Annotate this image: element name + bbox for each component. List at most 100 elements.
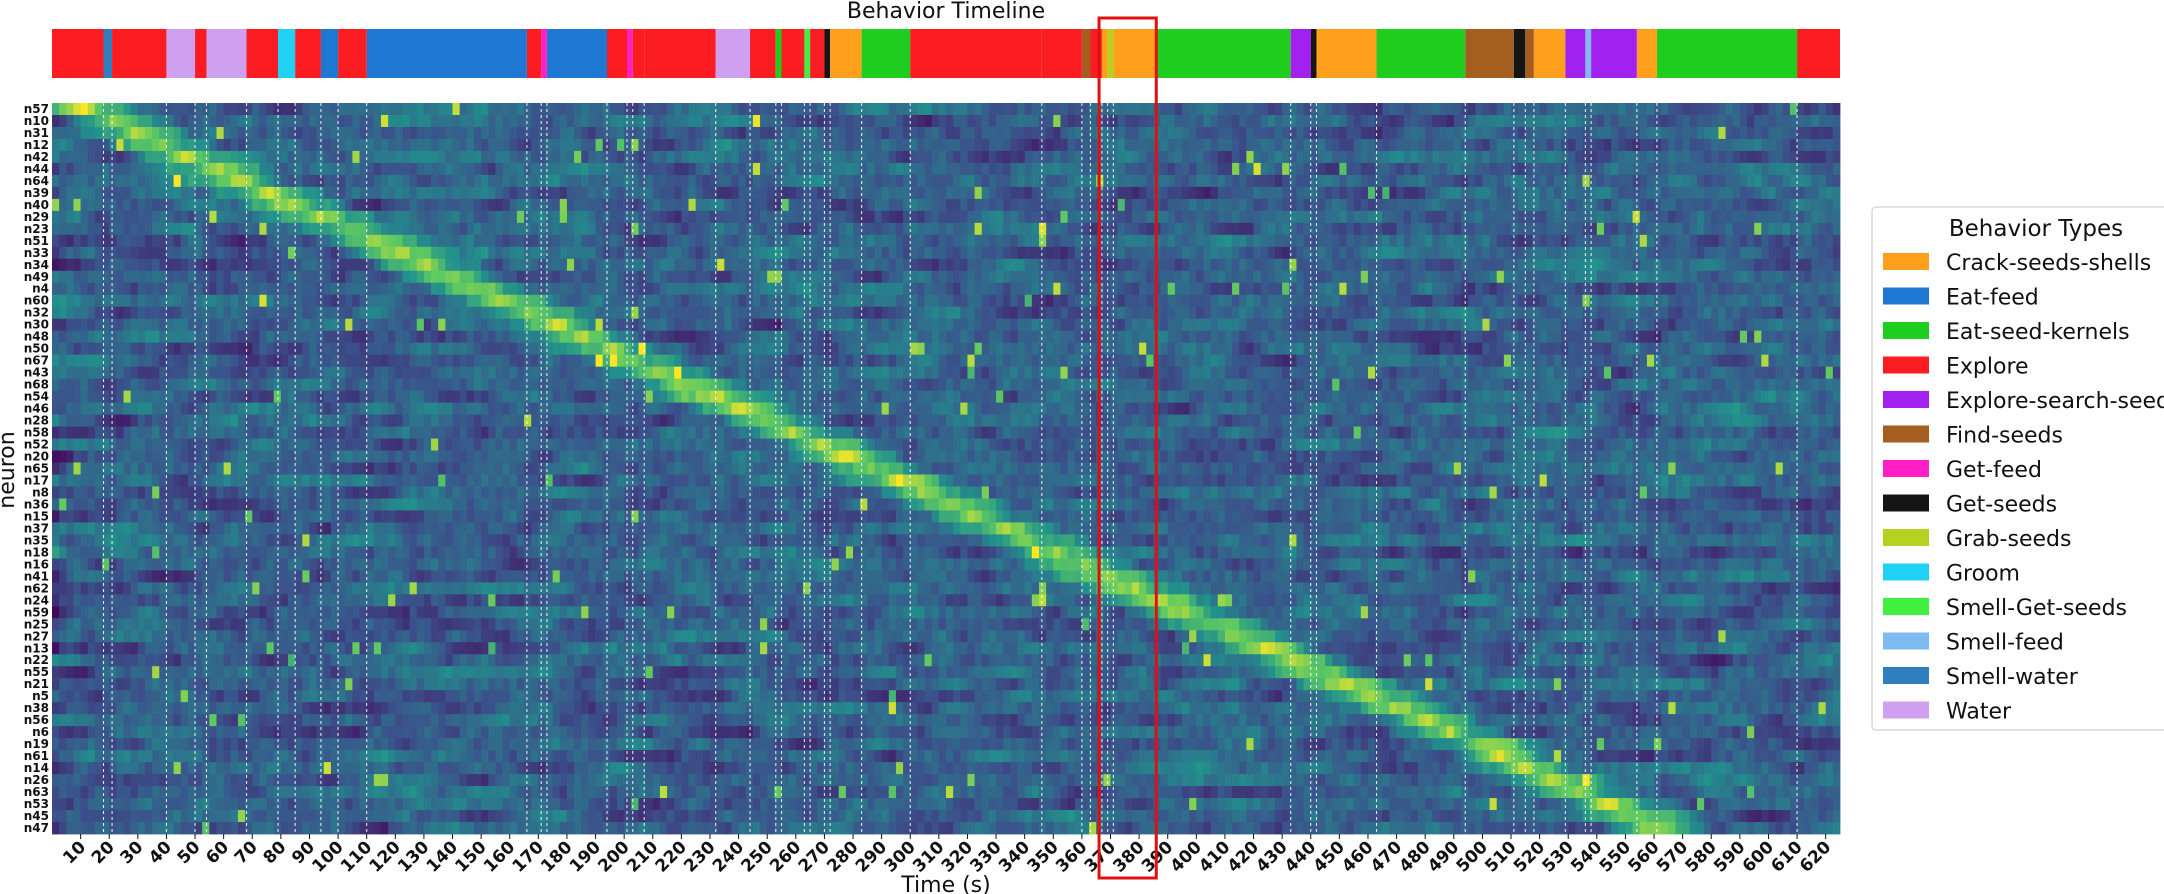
heatmap-cell: [102, 174, 110, 188]
heatmap-cell: [395, 246, 403, 260]
heatmap-cell: [709, 270, 718, 284]
heatmap-cell: [738, 258, 747, 272]
heatmap-cell: [1325, 258, 1333, 272]
heatmap-cell: [903, 270, 911, 284]
heatmap-cell: [288, 270, 296, 284]
heatmap-cell: [967, 186, 976, 200]
heatmap-cell: [1797, 294, 1805, 308]
heatmap-cell: [137, 174, 146, 188]
heatmap-cell: [373, 306, 382, 320]
heatmap-cell: [1160, 162, 1169, 176]
heatmap-cell: [774, 234, 782, 248]
heatmap-cell: [617, 103, 625, 116]
heatmap-cell: [1782, 282, 1791, 296]
heatmap-cell: [395, 162, 403, 176]
heatmap-cell: [1475, 270, 1483, 284]
heatmap-cell: [59, 162, 67, 176]
heatmap-cell: [652, 114, 661, 128]
heatmap-cell: [559, 270, 568, 284]
heatmap-cell: [173, 282, 182, 296]
heatmap-cell: [1625, 222, 1633, 236]
heatmap-cell: [473, 210, 482, 224]
heatmap-cell: [845, 282, 854, 296]
heatmap-cell: [1811, 306, 1819, 320]
heatmap-cell: [802, 306, 811, 320]
heatmap-cell: [1546, 246, 1555, 260]
heatmap-cell: [1546, 103, 1555, 116]
heatmap-cell: [724, 318, 732, 332]
heatmap-cell: [373, 138, 382, 152]
heatmap-cell: [609, 210, 618, 224]
heatmap-cell: [502, 258, 511, 272]
heatmap-cell: [831, 318, 840, 332]
heatmap-cell: [1367, 138, 1376, 152]
heatmap-cell: [431, 114, 439, 128]
heatmap-cell: [1210, 210, 1219, 224]
heatmap-cell: [1511, 150, 1519, 164]
timeline-segment-explore: [295, 29, 321, 78]
heatmap-cell: [409, 103, 418, 116]
heatmap-cell: [824, 103, 832, 116]
heatmap-cell: [1146, 318, 1154, 332]
heatmap-cell: [1003, 282, 1011, 296]
heatmap-cell: [1518, 246, 1526, 260]
heatmap-cell: [423, 318, 432, 332]
heatmap-cell: [416, 138, 425, 152]
heatmap-cell: [1418, 294, 1426, 308]
heatmap-cell: [102, 198, 110, 212]
heatmap-cell: [524, 258, 532, 272]
heatmap-cell: [1246, 103, 1254, 116]
heatmap-cell: [617, 174, 625, 188]
heatmap-cell: [402, 162, 410, 176]
heatmap-cell: [1654, 162, 1662, 176]
heatmap-cell: [566, 174, 575, 188]
heatmap-cell: [87, 210, 96, 224]
heatmap-cell: [1568, 222, 1576, 236]
heatmap-cell: [781, 210, 790, 224]
heatmap-cell: [1296, 306, 1304, 320]
heatmap-cell: [1789, 306, 1798, 320]
heatmap-cell: [1232, 270, 1240, 284]
heatmap-cell: [531, 138, 539, 152]
heatmap-cell: [402, 186, 410, 200]
heatmap-cell: [1718, 246, 1726, 260]
heatmap-cell: [595, 318, 604, 332]
heatmap-cell: [938, 294, 947, 308]
heatmap-cell: [910, 150, 918, 164]
heatmap-cell: [237, 138, 246, 152]
heatmap-cell: [416, 210, 425, 224]
heatmap-cell: [1668, 186, 1676, 200]
heatmap-cell: [1124, 210, 1133, 224]
heatmap-cell: [409, 174, 418, 188]
heatmap-cell: [380, 162, 389, 176]
heatmap-cell: [1797, 258, 1805, 272]
heatmap-cell: [853, 234, 861, 248]
heatmap-cell: [1174, 258, 1183, 272]
heatmap-cell: [1439, 270, 1448, 284]
heatmap-cell: [1453, 306, 1462, 320]
heatmap-cell: [1711, 222, 1719, 236]
heatmap-cell: [1747, 294, 1755, 308]
heatmap-cell: [960, 150, 968, 164]
heatmap-cell: [688, 138, 697, 152]
heatmap-cell: [531, 126, 539, 140]
heatmap-cell: [881, 103, 890, 116]
heatmap-cell: [853, 258, 861, 272]
heatmap-cell: [1182, 246, 1190, 260]
heatmap-cell: [1353, 294, 1362, 308]
heatmap-cell: [903, 162, 911, 176]
heatmap-cell: [144, 126, 153, 140]
heatmap-cell: [144, 222, 153, 236]
heatmap-cell: [1024, 138, 1033, 152]
heatmap-cell: [1124, 138, 1133, 152]
heatmap-cell: [481, 246, 489, 260]
heatmap-cell: [853, 306, 861, 320]
heatmap-cell: [409, 306, 418, 320]
heatmap-cell: [152, 270, 160, 284]
heatmap-cell: [1525, 258, 1533, 272]
heatmap-cell: [259, 318, 267, 332]
heatmap-cell: [702, 246, 711, 260]
heatmap-cell: [1246, 294, 1254, 308]
heatmap-cell: [988, 162, 997, 176]
heatmap-cell: [288, 246, 296, 260]
